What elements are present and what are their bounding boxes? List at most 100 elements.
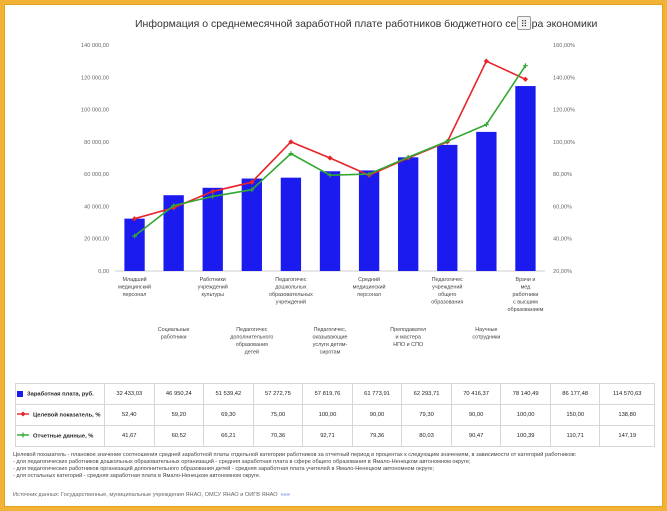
bar: [319, 171, 341, 271]
y-right-tick-label: 80,00%: [553, 172, 572, 178]
data-table-cell: 51 539,42: [203, 383, 254, 405]
data-table-cell: 86 177,48: [549, 383, 601, 405]
data-table-cell: 110,71: [549, 425, 601, 447]
data-table-cell: 61 773,91: [351, 383, 403, 405]
data-table-cell: 66,21: [203, 425, 254, 447]
y-right-tick-label: 160,00%: [553, 43, 575, 49]
diamond-line-swatch-icon: [17, 411, 29, 419]
data-table-cell: 114 570,63: [599, 383, 655, 405]
bar: [241, 178, 262, 271]
y-left-tick-label: 20 000,00: [84, 237, 109, 243]
actual-point: [523, 63, 528, 69]
data-source: Источник данных: Государственные, муници…: [13, 492, 290, 498]
bar: [124, 218, 145, 271]
y-right-tick-label: 60,00%: [553, 204, 572, 210]
data-table-row: Отчетные данные, % 41,67 60,52 66,21 70,36 92…: [15, 425, 655, 447]
actual-point: [171, 203, 177, 208]
y-right-tick-label: 20,00%: [553, 269, 572, 275]
y-left-tick-label: 140 000,00: [81, 43, 109, 49]
actual-point: [483, 122, 489, 127]
target-point: [210, 188, 216, 195]
data-table-cell: 150,00: [549, 404, 601, 426]
x-category-label: Социальные работники: [158, 327, 190, 341]
y-left-tick-label: 60 000,00: [84, 172, 109, 178]
y-right-tick-label: 140,00%: [553, 75, 575, 81]
bar: [280, 177, 302, 271]
bar: [163, 195, 184, 271]
data-table-cell: 100,00: [500, 404, 551, 426]
bar: [515, 86, 536, 272]
data-table-cell: 57 272,75: [252, 383, 304, 405]
x-category-label: Младший медицинский персонал: [118, 276, 151, 298]
series-name: Целевой показатель, %: [33, 412, 101, 419]
target-note: Целевой показатель - плановое значение с…: [13, 452, 661, 480]
y-right-tick-label: 40,00%: [553, 237, 572, 243]
data-table-cell: 46 950,24: [153, 383, 205, 405]
series-name: Заработная плата, руб.: [27, 391, 94, 398]
y-right-tick-label: 100,00%: [553, 140, 575, 146]
x-category-label: Средний медицинский персонал: [353, 276, 386, 298]
bar: [437, 144, 458, 271]
actual-point: [249, 187, 255, 193]
y-left-tick-label: 120 000,00: [81, 75, 109, 81]
series-legend-label[interactable]: Отчетные данные, %: [15, 425, 105, 447]
chart-svg: 0,00 20 000,00 40 000,00 60 000,00 80 000,00…: [81, 43, 575, 356]
x-category-label: Преподавател и мастера НПО и СПО: [390, 327, 426, 348]
data-table-cell: 69,30: [203, 404, 254, 426]
note-line: - для педагогических работников организа…: [13, 466, 435, 472]
data-table-cell: 62 293,71: [401, 383, 452, 405]
bar: [358, 170, 380, 271]
x-category-label: Научные сотрудники: [472, 327, 500, 341]
bar-swatch-icon: [17, 390, 23, 397]
x-category-label: Работники учреждений культуры: [198, 277, 228, 298]
bar: [398, 157, 419, 271]
target-point: [483, 58, 489, 64]
actual-point: [288, 151, 294, 157]
data-table-cell: 100,00: [302, 404, 353, 426]
data-table-cell: 60,52: [153, 425, 205, 447]
source-text: Источник данных: Государственные, муници…: [13, 492, 278, 498]
note-line: - для остальных категорий - средняя зара…: [13, 473, 261, 479]
actual-point: [366, 171, 372, 177]
bar: [202, 187, 223, 271]
data-table-row: Заработная плата, руб. 32 433,03 46 950,24…: [15, 383, 655, 405]
data-table-cell: 79,36: [351, 425, 403, 447]
actual-point: [132, 233, 137, 239]
data-table-cell: 80,03: [401, 425, 452, 447]
target-point: [522, 76, 529, 82]
y-left-tick-label: 40 000,00: [84, 204, 109, 210]
y-right-tick-label: 120,00%: [553, 108, 575, 114]
y-left-tick-label: 100 000,00: [81, 108, 109, 114]
series-name: Отчетные данные, %: [33, 433, 94, 440]
data-table-cell: 90,00: [351, 404, 403, 426]
x-category-label: Педагогичес учреждений общего образования: [431, 277, 463, 306]
data-table-cell: 59,20: [153, 404, 205, 426]
actual-point: [210, 194, 216, 199]
data-table-cell: 52,40: [104, 404, 155, 426]
chart-panel: Информация о среднемесячной заработной п…: [4, 4, 663, 507]
x-category-label: Педагогичес дошкольных образовательных учре…: [269, 277, 313, 306]
bar: [476, 131, 497, 271]
series-legend-label[interactable]: Целевой показатель, %: [15, 404, 105, 426]
grid-menu-icon[interactable]: ⠿: [517, 16, 531, 30]
data-table-cell: 79,30: [401, 404, 452, 426]
data-table-cell: 32 433,03: [104, 383, 155, 405]
actual-point: [405, 154, 411, 160]
series-legend-label[interactable]: Заработная плата, руб.: [15, 383, 105, 405]
data-table-cell: 70,36: [252, 425, 304, 447]
note-line: - для педагогических работников дошкольн…: [13, 459, 471, 465]
source-more-link[interactable]: »»»: [280, 492, 290, 498]
target-point: [249, 179, 255, 185]
data-table-cell: 90,00: [450, 404, 502, 426]
data-table-cell: 92,71: [302, 425, 353, 447]
x-category-label: Врачи и мед работники с высшим образованием: [507, 277, 543, 313]
y-left-tick-label: 80 000,00: [84, 140, 109, 146]
y-left-tick-label: 0,00: [98, 269, 109, 275]
data-table-cell: 138,80: [599, 404, 655, 426]
title-row: Информация о среднемесячной заработной п…: [5, 16, 662, 36]
target-point: [131, 216, 138, 222]
data-table-cell: 41,67: [104, 425, 155, 447]
target-point: [288, 139, 294, 145]
data-table-row: Целевой показатель, % 52,40 59,20 69,30 75,0…: [15, 404, 655, 426]
x-category-label: Педагогичес, оказывающие услуги детям-сиро…: [312, 327, 347, 356]
